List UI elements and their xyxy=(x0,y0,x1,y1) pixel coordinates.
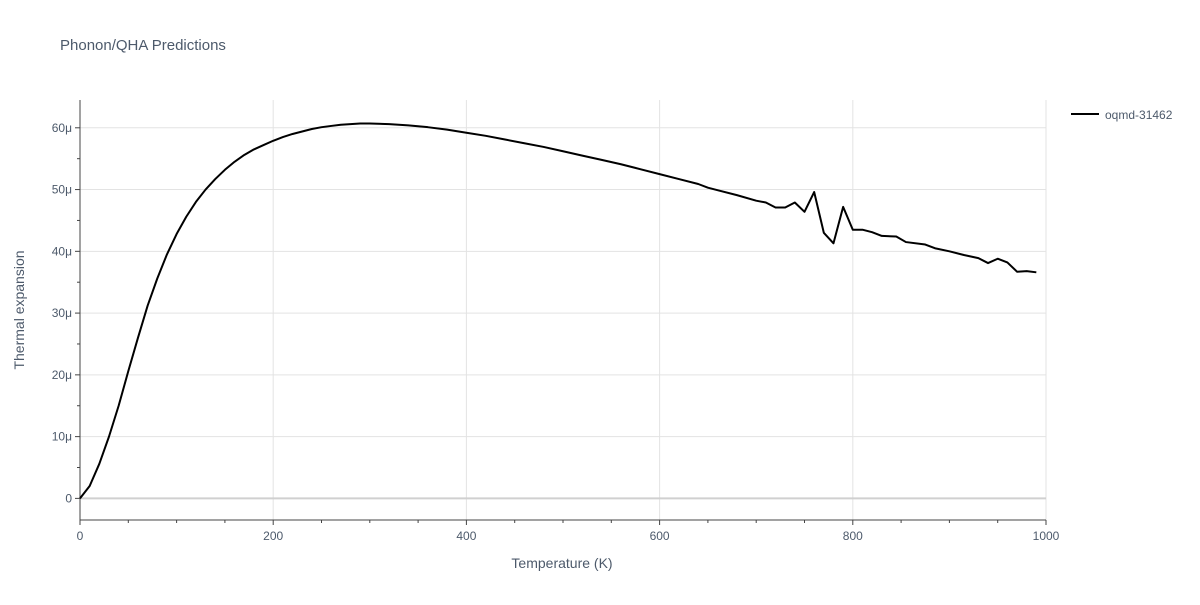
x-tick-label: 800 xyxy=(843,529,863,543)
y-axis-title: Thermal expansion xyxy=(11,250,27,369)
x-axis-title: Temperature (K) xyxy=(511,555,612,571)
y-tick-label: 30μ xyxy=(52,306,72,320)
y-tick-label: 10μ xyxy=(52,430,72,444)
y-tick-label: 0 xyxy=(65,491,72,505)
x-tick-label: 200 xyxy=(263,529,283,543)
y-tick-label: 40μ xyxy=(52,244,72,258)
x-tick-label: 400 xyxy=(456,529,476,543)
chart-title: Phonon/QHA Predictions xyxy=(60,37,226,54)
legend-label: oqmd-31462 xyxy=(1105,108,1173,122)
grid-layer xyxy=(80,100,1047,520)
series-line xyxy=(79,122,1037,499)
y-tick-label: 60μ xyxy=(52,121,72,135)
x-tick-label: 1000 xyxy=(1033,529,1060,543)
y-tick-label: 50μ xyxy=(52,183,72,197)
x-tick-label: 600 xyxy=(650,529,670,543)
legend[interactable]: oqmd-31462 xyxy=(1071,108,1173,122)
x-tick-label: 0 xyxy=(77,529,84,543)
series-layer xyxy=(79,122,1037,499)
y-tick-label: 20μ xyxy=(52,368,72,382)
axis-layer: 0 200 400 600 800 1000 0 10μ 20μ 30μ 40μ 50μ 60μ xyxy=(52,100,1060,543)
